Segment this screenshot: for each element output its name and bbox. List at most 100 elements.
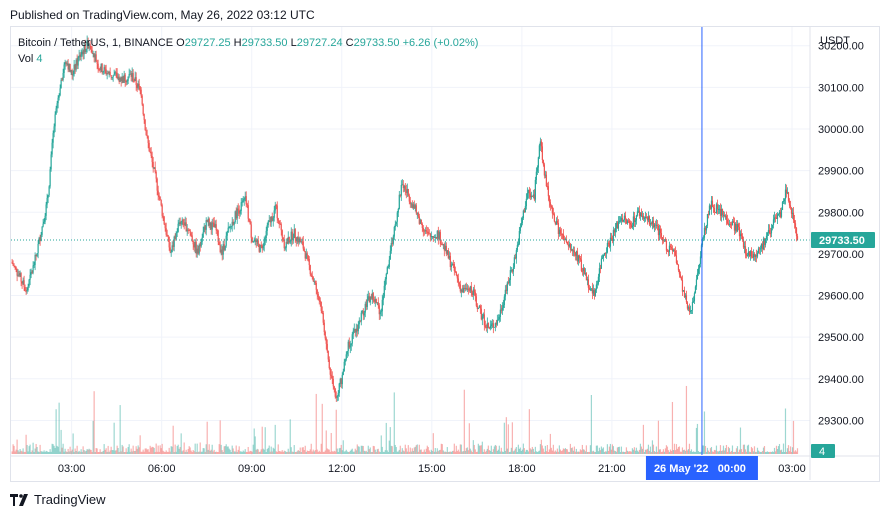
candle-body [58,95,60,98]
time-axis[interactable]: 03:00 06:00 09:00 12:00 15:00 18:00 21:00 03:00 [58,463,806,475]
volume-bar [587,451,589,454]
candle-body [525,198,527,207]
volume-bar [737,451,740,454]
candle-body [459,284,461,292]
volume-bar [382,451,384,454]
volume-bar [463,389,465,454]
candle-body [173,236,175,247]
volume-bar [441,444,443,454]
candle-body [558,229,560,234]
volume-bar [239,451,241,454]
volume-bar [640,446,643,454]
volume-bar [307,451,309,454]
volume-bar [633,447,636,454]
volume-bar [282,451,284,454]
volume-bar [791,447,794,454]
candle-body [405,190,407,193]
volume-bar [337,451,339,454]
candle-body [583,268,585,275]
volume-bar [705,451,708,454]
candle-body [441,244,443,246]
volume-bar [692,451,695,454]
candle-body [579,258,581,260]
candle-body [273,210,275,218]
volume-bar [586,451,588,454]
volume-bar [615,451,618,454]
candle-body [424,230,426,231]
price-axis[interactable]: 30200.0030100.0030000.0029900.0029800.00… [818,41,864,428]
candle-body [602,255,604,258]
time-tick-label: 15:00 [418,463,446,475]
candle-body [512,267,514,272]
volume-bar [199,442,201,454]
candle-body [289,241,291,243]
volume-bar [570,448,572,454]
volume-bar [117,448,119,454]
candle-body [181,219,183,222]
candle-body [125,81,127,83]
symbol-name[interactable]: Bitcoin / TetherUS, 1, BINANCE [18,37,174,49]
volume-bar [260,449,262,454]
volume-bar [716,451,719,454]
candle-body [628,220,631,223]
candle-body [750,251,753,257]
volume-bar [60,429,62,454]
footer[interactable]: TradingView [10,492,106,507]
volume-bar [654,451,657,454]
volume-bar [181,451,183,454]
candle-body [11,262,13,264]
volume-bar [462,451,464,454]
candle-body [731,221,734,226]
volume-bar [482,451,484,454]
volume-bar [689,451,692,454]
volume-bar [414,446,416,454]
volume-bar [635,447,638,454]
volume-bar [390,445,392,454]
volume-bar [766,451,769,454]
candle-body [547,186,549,197]
volume-bar [562,448,564,454]
candle-body [330,374,332,376]
candle-body [239,210,241,214]
volume-bar [251,451,253,454]
volume-bar [88,448,90,454]
volume-bar [769,451,772,454]
candle-body [492,323,494,328]
volume-bar [753,446,756,454]
volume-bar [669,449,672,454]
volume-bar [418,444,420,454]
volume-bar [281,450,283,454]
volume-bar [371,451,373,454]
volume-bar [31,450,33,454]
candle-body [641,215,644,217]
volume-bar [594,451,596,454]
candle-body [345,354,347,360]
volume-bar [357,446,359,454]
volume-bar [329,451,331,454]
volume-bar [611,444,614,454]
candle-body [638,210,641,216]
candle-body [286,242,288,244]
candle-body [108,71,110,74]
volume-bar [116,445,118,454]
candle-body [675,255,678,264]
candle-body [443,244,445,251]
candle-body [271,216,273,221]
volume-bar [435,451,437,454]
time-tick-label: 18:00 [508,463,536,475]
volume-bar [599,450,601,454]
candle-body [265,230,267,239]
price-tick-label: 29400.00 [818,374,864,386]
candle-body [753,253,756,257]
candle-body [146,135,148,137]
candle-body [684,295,687,298]
volume-bar [247,446,249,454]
candle-body [471,292,473,296]
candle-body [603,253,605,256]
candle-body [275,205,277,206]
volume-bar [280,451,282,454]
volume-bar [580,450,582,454]
volume-bar [658,449,661,454]
volume-bar [203,448,205,454]
